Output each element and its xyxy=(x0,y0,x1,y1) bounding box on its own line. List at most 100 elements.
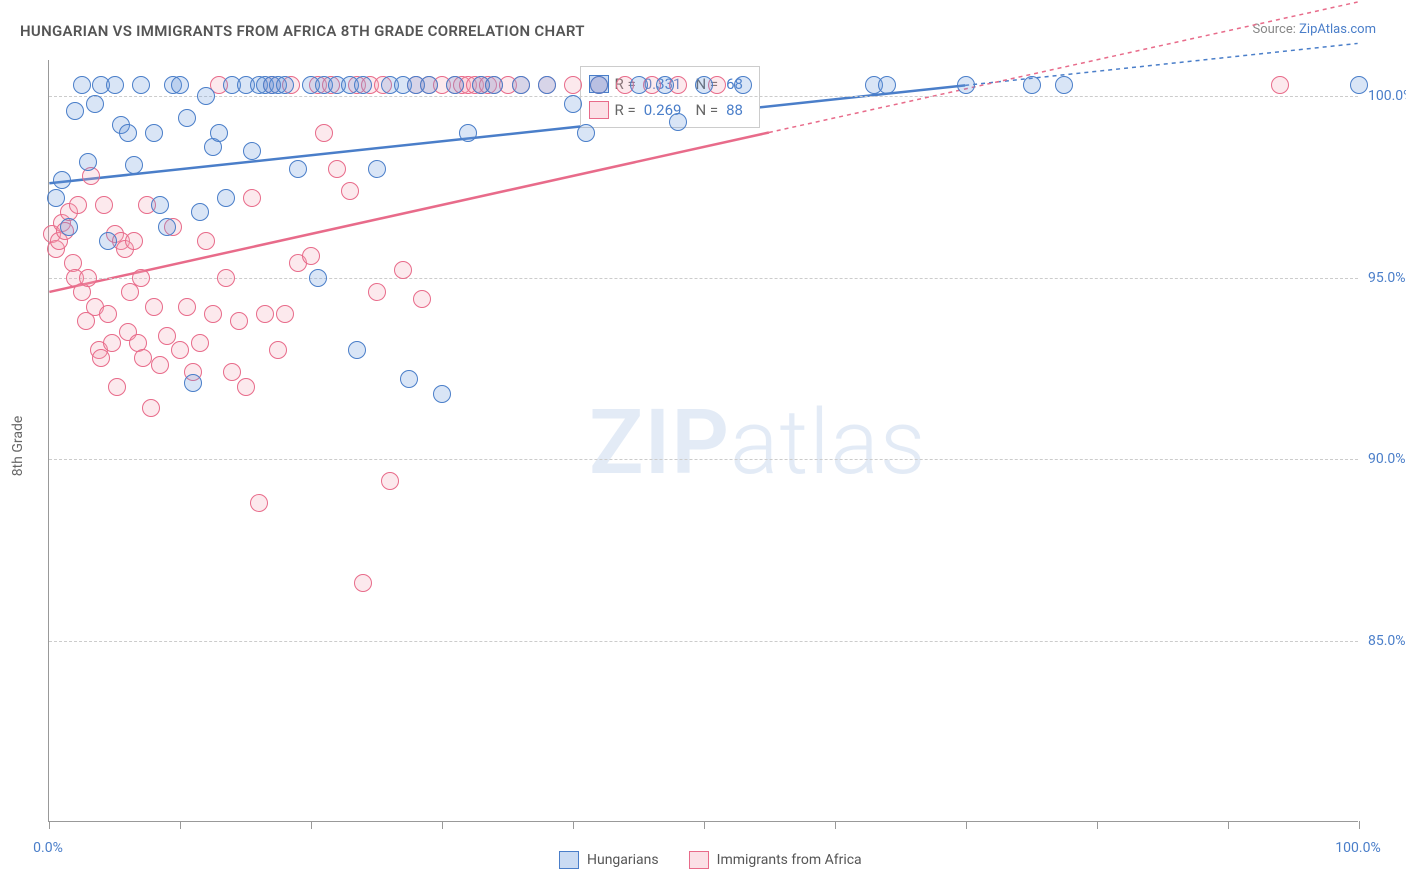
scatter-point xyxy=(957,76,975,94)
scatter-point xyxy=(590,76,608,94)
y-tick-label: 100.0% xyxy=(1368,88,1406,104)
gridline xyxy=(49,459,1358,460)
scatter-point xyxy=(446,76,464,94)
scatter-point xyxy=(328,160,346,178)
scatter-point xyxy=(204,305,222,323)
scatter-point xyxy=(250,494,268,512)
scatter-point xyxy=(512,76,530,94)
legend-item: Immigrants from Africa xyxy=(689,851,862,869)
x-tick xyxy=(573,821,574,829)
n-label: N = xyxy=(695,97,718,123)
x-tick xyxy=(966,821,967,829)
scatter-point xyxy=(341,182,359,200)
scatter-point xyxy=(151,356,169,374)
scatter-point xyxy=(459,124,477,142)
scatter-point xyxy=(230,312,248,330)
scatter-point xyxy=(47,189,65,207)
y-tick-label: 85.0% xyxy=(1368,633,1406,649)
scatter-point xyxy=(69,196,87,214)
scatter-point xyxy=(394,261,412,279)
scatter-point xyxy=(564,95,582,113)
scatter-point xyxy=(86,95,104,113)
scatter-point xyxy=(184,374,202,392)
scatter-point xyxy=(125,232,143,250)
x-tick xyxy=(835,821,836,829)
scatter-point xyxy=(197,87,215,105)
x-tick xyxy=(1359,821,1360,829)
x-tick-label: 100.0% xyxy=(1335,840,1380,856)
trend-line-dashed xyxy=(769,2,1358,132)
source-link[interactable]: ZipAtlas.com xyxy=(1299,22,1376,37)
scatter-point xyxy=(217,189,235,207)
scatter-point xyxy=(695,76,713,94)
scatter-point xyxy=(420,76,438,94)
scatter-point xyxy=(178,298,196,316)
source-attribution: Source: ZipAtlas.com xyxy=(1252,22,1376,37)
scatter-point xyxy=(1350,76,1368,94)
trend-line-solid xyxy=(49,85,965,183)
scatter-point xyxy=(354,76,372,94)
scatter-point xyxy=(485,76,503,94)
legend-swatch xyxy=(559,851,579,869)
scatter-point xyxy=(145,124,163,142)
scatter-point xyxy=(315,124,333,142)
scatter-point xyxy=(243,189,261,207)
scatter-point xyxy=(197,232,215,250)
scatter-point xyxy=(256,305,274,323)
legend-item: Hungarians xyxy=(559,851,659,869)
x-tick xyxy=(1097,821,1098,829)
legend-swatch xyxy=(689,851,709,869)
scatter-point xyxy=(538,76,556,94)
scatter-point xyxy=(734,76,752,94)
scatter-point xyxy=(368,160,386,178)
scatter-point xyxy=(354,574,372,592)
scatter-point xyxy=(289,160,307,178)
scatter-point xyxy=(171,341,189,359)
scatter-point xyxy=(630,76,648,94)
scatter-point xyxy=(368,283,386,301)
x-tick xyxy=(180,821,181,829)
scatter-point xyxy=(79,269,97,287)
scatter-point xyxy=(134,349,152,367)
scatter-point xyxy=(132,76,150,94)
x-tick xyxy=(1228,821,1229,829)
scatter-point xyxy=(348,341,366,359)
scatter-point xyxy=(158,327,176,345)
scatter-point xyxy=(95,196,113,214)
scatter-point xyxy=(656,76,674,94)
scatter-point xyxy=(191,334,209,352)
r-label: R = xyxy=(615,97,636,123)
gridline xyxy=(49,96,1358,97)
scatter-point xyxy=(99,305,117,323)
scatter-point xyxy=(66,102,84,120)
scatter-point xyxy=(223,363,241,381)
x-tick xyxy=(704,821,705,829)
scatter-point xyxy=(53,171,71,189)
scatter-point xyxy=(106,76,124,94)
scatter-point xyxy=(413,290,431,308)
y-tick-label: 95.0% xyxy=(1368,270,1406,286)
scatter-point xyxy=(79,153,97,171)
scatter-point xyxy=(103,334,121,352)
scatter-point xyxy=(210,124,228,142)
gridline xyxy=(49,278,1358,279)
scatter-point xyxy=(309,269,327,287)
chart-title: HUNGARIAN VS IMMIGRANTS FROM AFRICA 8TH … xyxy=(20,22,585,40)
x-tick xyxy=(442,821,443,829)
x-tick xyxy=(49,821,50,829)
scatter-point xyxy=(302,247,320,265)
scatter-point xyxy=(99,232,117,250)
y-axis-label: 8th Grade xyxy=(10,416,26,477)
scatter-point xyxy=(1271,76,1289,94)
trend-lines-svg xyxy=(49,60,1358,821)
scatter-point xyxy=(171,76,189,94)
scatter-point xyxy=(151,196,169,214)
scatter-point xyxy=(276,76,294,94)
scatter-point xyxy=(1055,76,1073,94)
y-tick-label: 90.0% xyxy=(1368,451,1406,467)
scatter-point xyxy=(564,76,582,94)
gridline xyxy=(49,641,1358,642)
legend-label: Hungarians xyxy=(587,852,659,868)
chart-legend: Hungarians Immigrants from Africa xyxy=(559,851,862,869)
scatter-point xyxy=(669,113,687,131)
